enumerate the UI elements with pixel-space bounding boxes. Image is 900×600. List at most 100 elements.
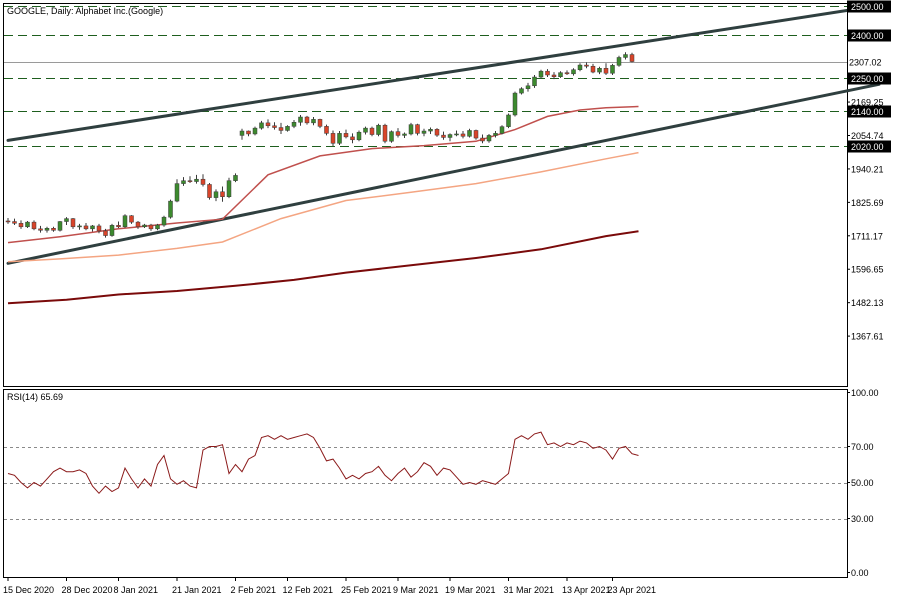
moving-averages	[7, 105, 639, 305]
time-tick-label: 12 Feb 2021	[283, 585, 334, 595]
candle-body	[493, 133, 498, 136]
candle-body	[12, 221, 17, 224]
time-tick-label: 15 Dec 2020	[3, 585, 54, 595]
candle	[519, 87, 524, 95]
candle	[64, 217, 69, 226]
candle-body	[356, 131, 362, 141]
candle	[44, 226, 50, 233]
candle	[538, 69, 544, 79]
level-label-box	[847, 72, 891, 85]
candle-body	[278, 127, 284, 131]
candle-body	[402, 133, 407, 136]
candle-body	[467, 130, 472, 137]
level-label-box	[847, 29, 891, 42]
candle	[623, 52, 628, 60]
candle	[304, 115, 310, 125]
candle-body	[623, 54, 628, 58]
time-tick-label: 2 Feb 2021	[231, 585, 277, 595]
candle	[12, 218, 17, 226]
candle-body	[538, 70, 544, 78]
candle-body	[155, 224, 160, 230]
candle-body	[109, 225, 115, 236]
candle	[278, 122, 284, 134]
candle	[311, 117, 316, 126]
candle	[499, 125, 505, 135]
price-pane: GOOGLE, Daily: Alphabet Inc.(Google) 250…	[3, 0, 891, 387]
horizontal-levels	[4, 6, 847, 147]
level-label: 2020.00	[851, 142, 884, 152]
candle	[83, 223, 89, 231]
candle-body	[577, 64, 583, 70]
candle-body	[512, 92, 518, 116]
candle-body	[194, 178, 199, 182]
candle	[135, 220, 141, 229]
candle-body	[519, 88, 524, 94]
candle	[181, 177, 186, 186]
candle-body	[285, 126, 290, 131]
candle	[252, 126, 258, 136]
candle	[285, 125, 290, 132]
candle-body	[265, 122, 271, 127]
candle	[441, 131, 446, 140]
candle-body	[350, 136, 355, 141]
candle-body	[389, 131, 394, 142]
candle-body	[376, 124, 381, 135]
candle-body	[330, 133, 336, 144]
candle-body	[83, 225, 89, 230]
candle	[324, 124, 329, 136]
time-tick-label: 9 Mar 2021	[393, 585, 439, 595]
candle-body	[18, 223, 24, 228]
candle	[51, 226, 56, 232]
time-tick-label: 31 Mar 2021	[504, 585, 555, 595]
candle-body	[135, 221, 141, 228]
candle	[5, 218, 11, 224]
candle-body	[532, 76, 537, 87]
candle-body	[304, 116, 310, 124]
time-axis: 15 Dec 2020 28 Dec 2020 8 Jan 2021 21 Jan 2…	[3, 577, 656, 595]
candle	[337, 131, 342, 146]
time-tick-label: 25 Feb 2021	[341, 585, 392, 595]
candle	[597, 66, 602, 75]
candle	[382, 123, 388, 144]
moving-average-line	[7, 151, 639, 263]
rsi-tick-label: 0.00	[851, 568, 869, 578]
time-tick-label: 21 Jan 2021	[172, 585, 222, 595]
candle	[343, 129, 349, 139]
candle	[350, 133, 355, 144]
trend-channel	[6, 4, 881, 265]
moving-average-line	[7, 230, 639, 305]
candle-body	[103, 230, 108, 236]
candle-body	[259, 122, 264, 129]
candle-body	[571, 69, 576, 75]
candle-body	[31, 221, 37, 230]
candle-body	[337, 133, 342, 144]
candle-body	[298, 116, 303, 123]
candle	[194, 174, 199, 184]
candle-body	[506, 114, 511, 127]
candle-body	[499, 126, 505, 134]
rsi-tick-label: 30.00	[851, 514, 874, 524]
candle	[259, 120, 264, 130]
price-tick-label: 2169.25	[851, 98, 884, 108]
rsi-pane: RSI(14) 65.69 100.00 70.00 50.00 30.00 0.00	[3, 388, 879, 578]
candle	[590, 63, 596, 74]
candle	[148, 223, 154, 231]
candle	[57, 220, 63, 232]
candle-body	[441, 134, 446, 138]
candle	[220, 186, 225, 202]
rsi-axis: 100.00 70.00 50.00 30.00 0.00	[847, 388, 879, 578]
candle	[155, 223, 160, 231]
candle-body	[597, 68, 602, 73]
candles	[5, 52, 635, 238]
candle	[233, 173, 238, 183]
candle-body	[616, 57, 622, 66]
candle-body	[220, 191, 225, 197]
candle-body	[603, 68, 609, 74]
candle-body	[57, 221, 63, 231]
candle-body	[38, 228, 43, 231]
candle-body	[454, 133, 459, 136]
candle-body	[246, 130, 251, 135]
candle	[330, 130, 336, 147]
candle	[376, 123, 381, 137]
candle	[246, 130, 251, 137]
